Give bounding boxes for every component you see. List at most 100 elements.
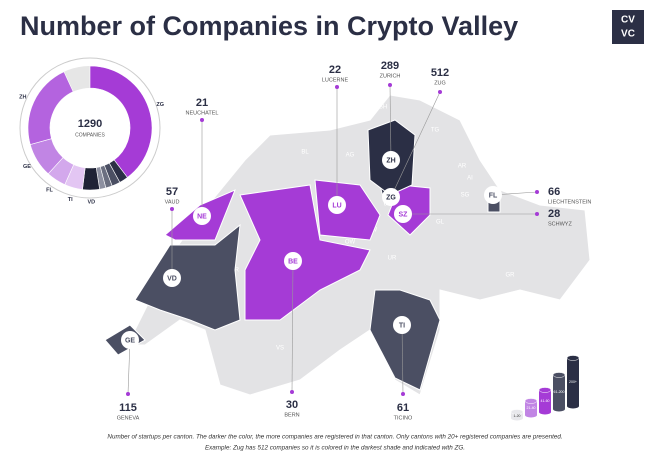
- canton-code: ZH: [386, 157, 395, 164]
- canton-marker: [163, 269, 181, 287]
- region-label: AI: [467, 176, 473, 182]
- canton-name: NEUCHATEL: [186, 110, 219, 116]
- canton-marker: [382, 151, 400, 169]
- canton-name: GENEVA: [117, 415, 140, 421]
- donut-label: VD: [87, 199, 95, 205]
- donut-label: ZG: [156, 102, 164, 108]
- donut-segment: [89, 65, 153, 178]
- donut-segment: [27, 71, 74, 145]
- region-label: AR: [458, 164, 467, 170]
- region-label: UR: [388, 256, 397, 262]
- legend-cylinder: [553, 375, 565, 409]
- canton-marker: [382, 188, 400, 206]
- canton-count: 512: [431, 67, 449, 79]
- callout-dot: [535, 190, 539, 194]
- canton-marker: [394, 205, 412, 223]
- region-label: BL: [301, 150, 309, 156]
- logo-text: VC: [621, 29, 635, 40]
- canton-code: BE: [288, 258, 298, 265]
- canton-code: VD: [167, 275, 177, 282]
- logo: [612, 10, 644, 44]
- canton-marker: [484, 186, 502, 204]
- legend-cylinder-top: [524, 398, 538, 404]
- callout-dot: [388, 83, 392, 87]
- region-label: SG: [461, 193, 470, 199]
- legend-cylinder-top: [552, 372, 566, 378]
- canton-code: ZG: [386, 194, 396, 201]
- canton-count: 61: [397, 402, 409, 414]
- canton-count: 28: [548, 208, 560, 220]
- legend-cylinder-base: [539, 409, 551, 415]
- canton-count: 115: [119, 402, 137, 414]
- region-label: SH: [379, 105, 387, 111]
- canton-name: ZUG: [434, 80, 446, 86]
- region-label: AG: [346, 153, 355, 159]
- canton-name: BERN: [284, 412, 299, 418]
- canton-count: 66: [548, 186, 560, 198]
- total-label: COMPANIES: [75, 132, 105, 138]
- canton-count: 57: [166, 186, 178, 198]
- callout-line: [127, 339, 131, 395]
- legend-label: 41-60: [541, 399, 550, 403]
- callout-line: [389, 84, 392, 161]
- canton-area: [314, 179, 381, 241]
- canton-marker: [121, 331, 139, 349]
- callout-dot: [126, 392, 130, 396]
- region-label: OW: [345, 240, 356, 246]
- legend-cylinder-base: [525, 412, 537, 418]
- callout-line: [291, 260, 294, 393]
- canton-name: VAUD: [165, 199, 180, 205]
- callout-dot: [438, 90, 442, 94]
- region-label: GL: [436, 220, 445, 226]
- callout-dot: [535, 212, 539, 216]
- canton-count: 289: [381, 60, 399, 72]
- legend-cylinder: [525, 401, 537, 415]
- canton-area: [239, 184, 371, 321]
- region-label: JU: [236, 160, 243, 166]
- region-label: VS: [276, 346, 284, 352]
- canton-count: 30: [286, 399, 298, 411]
- legend-label: 61-200: [554, 390, 565, 394]
- legend-label: 200+: [569, 380, 577, 384]
- callout-line: [390, 91, 441, 198]
- legend-cylinder: [567, 358, 579, 406]
- canton-count: 21: [196, 97, 208, 109]
- canton-code: SZ: [399, 211, 409, 218]
- canton-name: ZURICH: [380, 73, 401, 79]
- donut-label: FL: [46, 187, 53, 193]
- legend-cylinder: [511, 412, 523, 418]
- legend-cylinder-top: [566, 355, 580, 361]
- total-value: 1290: [78, 118, 102, 130]
- canton-code: TI: [399, 322, 405, 329]
- footnote: Number of startups per canton. The darke…: [107, 434, 562, 441]
- canton-area: [369, 289, 441, 391]
- callout-dot: [401, 392, 405, 396]
- callout-dot: [335, 85, 339, 89]
- legend-cylinder-base: [553, 406, 565, 412]
- region-label: TG: [431, 128, 440, 134]
- canton-marker: [328, 196, 346, 214]
- legend-label: 21-40: [527, 406, 536, 410]
- canton-area: [134, 223, 241, 331]
- title: Number of Companies in Crypto Valley: [20, 11, 518, 41]
- legend-cylinder-base: [511, 415, 523, 421]
- canton-name: LIECHTENSTEIN: [548, 199, 591, 205]
- canton-code: FL: [489, 192, 498, 199]
- legend-cylinder-top: [510, 409, 524, 415]
- legend-cylinder: [539, 390, 551, 412]
- donut-label: ZH: [19, 94, 26, 100]
- canton-name: LUCERNE: [322, 77, 349, 83]
- legend-cylinder-top: [538, 387, 552, 393]
- canton-code: NE: [197, 213, 207, 220]
- footnote: Example: Zug has 512 companies so it is …: [205, 445, 465, 452]
- donut: ZG VD TI FL GE ZH: [19, 65, 164, 205]
- callout-line: [401, 324, 404, 395]
- callout-dot: [170, 207, 174, 211]
- canton-marker: [193, 207, 211, 225]
- region-label: GR: [506, 273, 516, 279]
- callout-dot: [200, 118, 204, 122]
- canton-code: LU: [332, 202, 341, 209]
- canton-name: TICINO: [394, 415, 413, 421]
- canton-marker: [284, 252, 302, 270]
